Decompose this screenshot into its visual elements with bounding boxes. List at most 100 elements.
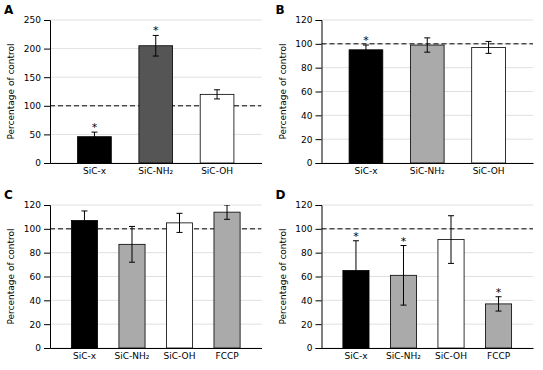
tick-mark: [44, 49, 50, 50]
panel: 050100150200250SiC-xSiC-NH₂SiC-OH**Perce…: [4, 3, 262, 176]
significance-label: *: [153, 24, 159, 37]
tick-mark: [316, 324, 322, 325]
bar: [214, 212, 240, 348]
bar: [139, 46, 173, 163]
tick: SiC-OH: [435, 348, 467, 361]
tick-label: SiC-NH₂: [138, 166, 173, 176]
error-bar-stem: [155, 35, 156, 56]
tick-mark: [316, 253, 322, 254]
tick: 60: [301, 272, 321, 282]
error-bar: [486, 41, 492, 53]
tick: 100: [295, 39, 321, 49]
tick: 20: [301, 135, 321, 145]
error-bar: [353, 241, 359, 301]
tick-label: SiC-NH₂: [386, 351, 421, 361]
error-bar-cap: [448, 215, 454, 216]
tick-label: 80: [301, 248, 313, 258]
tick: 40: [30, 296, 50, 306]
error-bar-cap: [224, 219, 230, 220]
axis-line: [51, 163, 263, 164]
tick-label: 200: [24, 44, 41, 54]
bar: [472, 47, 506, 163]
error-bar: [424, 38, 430, 52]
tick-mark: [44, 205, 50, 206]
tick-mark: [44, 20, 50, 21]
grid-line: [322, 300, 534, 301]
tick-mark: [316, 348, 322, 349]
tick: SiC-OH: [473, 163, 505, 176]
y-axis-title: Percentage of control: [6, 228, 16, 324]
tick-mark: [316, 139, 322, 140]
y-axis: 050100150200250: [24, 15, 51, 168]
tick: 20: [30, 320, 50, 330]
tick: 100: [295, 224, 321, 234]
tick-label: FCCP: [215, 351, 239, 361]
tick-label: 120: [24, 200, 41, 210]
tick: 20: [301, 320, 321, 330]
grid-line: [322, 252, 534, 253]
tick: 250: [24, 15, 50, 25]
error-bar-cap: [424, 37, 430, 38]
tick-label: 0: [307, 343, 313, 353]
tick-label: 120: [295, 200, 312, 210]
tick: 200: [24, 44, 50, 54]
error-bar: [81, 211, 87, 230]
plot-area: [322, 38, 534, 163]
axis-line: [322, 348, 534, 349]
panel-label: D: [276, 188, 286, 202]
error-bar: [400, 246, 406, 306]
significance-label: *: [496, 286, 502, 299]
bar: [349, 50, 383, 163]
tick-label: SiC-NH₂: [115, 351, 150, 361]
grid-line: [50, 205, 262, 206]
bar: [71, 220, 97, 348]
x-axis: SiC-x SiC-NH₂ SiC-OH: [322, 163, 534, 176]
tick: SiC-OH: [201, 163, 233, 176]
grid: [50, 20, 262, 163]
error-bar-stem: [217, 90, 218, 99]
panel-label: B: [276, 3, 285, 17]
error-bar-stem: [84, 211, 85, 230]
grid-line: [322, 20, 534, 21]
tick: 120: [24, 200, 50, 210]
error-bar-stem: [427, 38, 428, 52]
tick-mark: [44, 300, 50, 301]
tick: 50: [30, 130, 50, 140]
error-bar-cap: [224, 205, 230, 206]
y-axis: 020406080100120: [295, 15, 322, 168]
error-bar-cap: [81, 210, 87, 211]
error-bar-stem: [498, 297, 499, 311]
tick-mark: [44, 324, 50, 325]
panel-label: A: [4, 3, 14, 17]
tick-mark: [316, 300, 322, 301]
tick-mark: [316, 163, 322, 164]
axis-line: [316, 206, 323, 349]
tick: SiC-x: [354, 163, 378, 176]
tick-label: SiC-OH: [473, 166, 505, 176]
tick-label: SiC-x: [354, 166, 378, 176]
x-axis: SiC-xSiC-NH₂SiC-OHFCCP: [322, 348, 534, 361]
tick: 0: [307, 158, 322, 168]
tick: SiC-x: [83, 163, 107, 176]
error-bar-cap: [153, 56, 159, 57]
tick: SiC-NH₂: [410, 163, 445, 176]
tick-label: FCCP: [487, 351, 511, 361]
tick-label: 150: [24, 73, 41, 83]
tick: 40: [301, 111, 321, 121]
bar: [410, 45, 444, 163]
x-axis: SiC-xSiC-NH₂SiC-OHFCCP: [51, 348, 263, 361]
tick-label: 0: [307, 158, 313, 168]
error-bar-cap: [486, 53, 492, 54]
error-bar-stem: [451, 216, 452, 264]
tick-label: SiC-OH: [164, 351, 196, 361]
error-bar-stem: [403, 246, 404, 306]
error-bar-cap: [400, 305, 406, 306]
tick-mark: [316, 115, 322, 116]
tick-mark: [44, 277, 50, 278]
tick-label: SiC-OH: [435, 351, 467, 361]
tick-label: 80: [30, 248, 42, 258]
y-axis-title: Percentage of control: [278, 43, 288, 139]
error-bar: [129, 226, 135, 262]
error-bar-cap: [177, 232, 183, 233]
error-bar-cap: [486, 41, 492, 42]
